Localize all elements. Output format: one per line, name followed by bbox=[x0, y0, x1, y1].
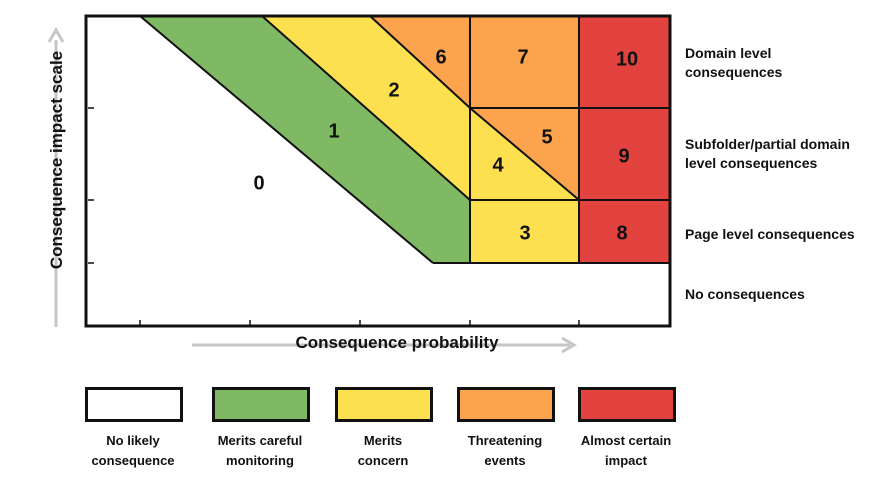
row-label-subfolder-line1: Subfolder/partial domain bbox=[685, 136, 850, 152]
zone-9-red bbox=[579, 108, 670, 200]
zone-1-green bbox=[140, 16, 470, 263]
row-label-subfolder-line2: level consequences bbox=[685, 155, 818, 171]
zone-5-label: 5 bbox=[541, 126, 552, 148]
legend-label-line1: Merits bbox=[363, 433, 403, 448]
y-axis-title: Consequence impact scale bbox=[47, 50, 66, 270]
zone-7-orange bbox=[470, 16, 579, 108]
legend-item-merits-concern: Merits concern bbox=[335, 387, 433, 471]
matrix-frame bbox=[84, 14, 672, 328]
zone-8-label: 8 bbox=[616, 222, 627, 244]
zone-4-label: 4 bbox=[492, 154, 504, 176]
legend-label: Merits concern bbox=[335, 431, 431, 471]
legend-label: Almost certain impact bbox=[578, 431, 674, 471]
legend-label-line1: No likely bbox=[106, 433, 160, 448]
zone-3-label: 3 bbox=[519, 222, 530, 244]
legend-label: Merits careful monitoring bbox=[212, 431, 308, 471]
legend-item-almost-certain-impact: Almost certain impact bbox=[578, 387, 676, 471]
zone-7-label: 7 bbox=[517, 46, 528, 68]
row-label-page: Page level consequences bbox=[685, 225, 885, 244]
legend-item-no-likely-consequence: No likely consequence bbox=[85, 387, 183, 471]
legend-label-line2: consequence bbox=[91, 453, 175, 468]
row-label-page-line1: Page level consequences bbox=[685, 226, 855, 242]
legend-swatch-orange bbox=[457, 387, 555, 422]
zone-0-label: 0 bbox=[253, 172, 264, 194]
row-label-domain: Domain level consequences bbox=[685, 44, 885, 82]
row-label-none: No consequences bbox=[685, 285, 885, 304]
row-label-none-line1: No consequences bbox=[685, 286, 805, 302]
row-label-domain-line1: Domain level bbox=[685, 45, 772, 61]
x-axis-title: Consequence probability bbox=[295, 333, 499, 352]
zone-6-label: 6 bbox=[435, 46, 446, 68]
legend-swatch-red bbox=[578, 387, 676, 422]
legend-label-line1: Threatening bbox=[467, 433, 543, 448]
legend-label-line2: monitoring bbox=[226, 453, 294, 468]
zone-3-yellow bbox=[470, 200, 579, 263]
legend-swatch-white bbox=[85, 387, 183, 422]
y-axis-arrow bbox=[47, 27, 65, 327]
legend-label-line1: Merits careful bbox=[217, 433, 303, 448]
zone-9-label: 9 bbox=[618, 145, 629, 167]
legend-label-line2: events bbox=[484, 453, 526, 468]
legend-item-threatening-events: Threatening events bbox=[457, 387, 555, 471]
grid-lines bbox=[139, 15, 670, 264]
legend-label-line1: Almost certain bbox=[580, 433, 672, 448]
legend-label-line2: impact bbox=[605, 453, 647, 468]
zone-2-label: 2 bbox=[388, 79, 399, 101]
legend-label-line2: concern bbox=[357, 453, 409, 468]
zone-10-label: 10 bbox=[616, 48, 638, 70]
x-axis-arrow bbox=[192, 336, 577, 354]
legend-label: Threatening events bbox=[457, 431, 553, 471]
row-label-domain-line2: consequences bbox=[685, 64, 783, 80]
legend-swatch-yellow bbox=[335, 387, 433, 422]
zone-8-red bbox=[579, 200, 670, 263]
zone-1-label: 1 bbox=[328, 120, 339, 142]
legend-label: No likely consequence bbox=[85, 431, 181, 471]
legend-item-merits-careful-monitoring: Merits careful monitoring bbox=[212, 387, 310, 471]
row-label-subfolder: Subfolder/partial domain level consequen… bbox=[685, 135, 885, 173]
legend-swatch-green bbox=[212, 387, 310, 422]
zone-10-red bbox=[579, 16, 670, 108]
